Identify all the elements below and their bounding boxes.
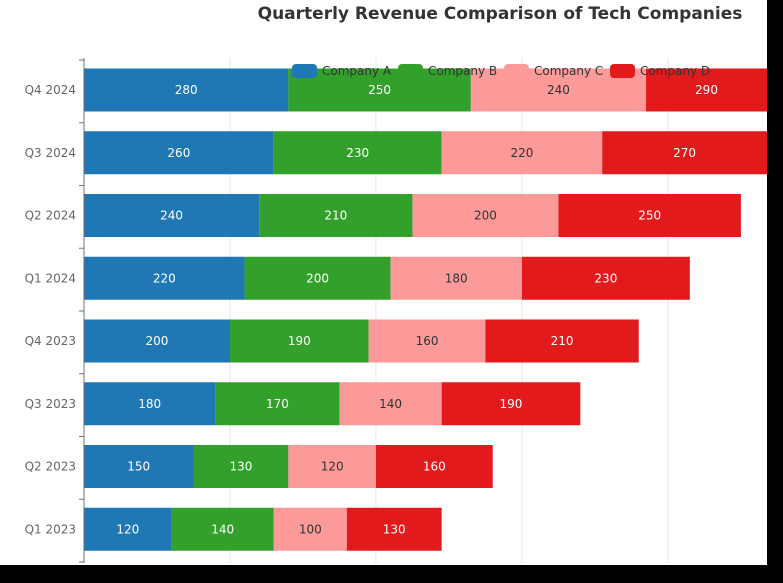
data-label: 130 — [229, 460, 252, 474]
legend-swatch — [398, 64, 423, 78]
bar-segment — [84, 445, 194, 488]
bar-segment — [273, 507, 347, 551]
data-label: 220 — [510, 146, 533, 160]
data-label: 250 — [368, 83, 391, 97]
bar-segment — [602, 131, 767, 175]
data-label: 290 — [695, 83, 718, 97]
data-label: 270 — [673, 146, 696, 160]
bar-segment — [84, 507, 172, 551]
bar-segment — [84, 131, 274, 175]
data-label: 120 — [116, 522, 139, 536]
data-label: 140 — [379, 397, 402, 411]
bar-segment — [84, 256, 245, 300]
legend-label: Company B — [428, 64, 497, 78]
bar-segment — [215, 382, 340, 426]
bar-segment — [171, 507, 274, 551]
bar-segment — [390, 256, 522, 300]
bar-segment — [259, 194, 413, 237]
bar-segment — [375, 445, 493, 488]
bar-segment — [485, 319, 639, 363]
legend-label: Company D — [640, 64, 710, 78]
y-tick-label: Q4 2024 — [25, 83, 76, 97]
bar-segment — [288, 445, 376, 488]
bar-segment — [346, 507, 442, 551]
revenue-chart: Quarterly Revenue Comparison of Tech Com… — [25, 4, 767, 563]
bar-segment — [646, 68, 767, 112]
data-label: 190 — [288, 334, 311, 348]
bar-segment — [273, 131, 442, 175]
data-label: 190 — [500, 397, 523, 411]
data-label: 130 — [383, 522, 406, 536]
bar-segment — [84, 194, 260, 237]
legend-label: Company C — [534, 64, 603, 78]
legend-swatch — [504, 64, 529, 78]
bar-segment — [84, 319, 230, 363]
bar-segment — [441, 382, 581, 426]
y-tick-label: Q2 2023 — [25, 460, 76, 474]
y-tick-label: Q3 2023 — [25, 397, 76, 411]
data-label: 140 — [211, 522, 234, 536]
chart-panel: Quarterly Revenue Comparison of Tech Com… — [0, 0, 767, 565]
bar-segment — [193, 445, 289, 488]
legend-swatch — [292, 64, 317, 78]
bar-segment — [244, 256, 391, 300]
data-label: 240 — [160, 209, 183, 223]
data-label: 280 — [175, 83, 198, 97]
bar-segment — [84, 382, 216, 426]
y-tick-label: Q4 2023 — [25, 334, 76, 348]
data-label: 230 — [346, 146, 369, 160]
bar-segment — [339, 382, 442, 426]
data-label: 250 — [638, 209, 661, 223]
data-label: 180 — [445, 271, 468, 285]
data-label: 260 — [167, 146, 190, 160]
bar-segment — [368, 319, 486, 363]
data-label: 220 — [153, 271, 176, 285]
y-tick-label: Q1 2023 — [25, 522, 76, 536]
data-label: 160 — [423, 460, 446, 474]
y-tick-label: Q2 2024 — [25, 209, 76, 223]
data-label: 210 — [551, 334, 574, 348]
y-tick-label: Q1 2024 — [25, 271, 76, 285]
data-label: 210 — [324, 209, 347, 223]
bar-segment — [84, 68, 289, 112]
data-label: 120 — [321, 460, 344, 474]
legend: Company A Company B Company C Company D — [292, 64, 710, 78]
legend-swatch — [610, 64, 635, 78]
bar-segment — [288, 68, 471, 112]
bar-series: 120 140 100 130 150 130 120 160 180 170 140 190 200 1… — [84, 68, 767, 551]
data-label: 170 — [266, 397, 289, 411]
data-label: 100 — [299, 522, 322, 536]
bar-segment — [521, 256, 690, 300]
chart-title: Quarterly Revenue Comparison of Tech Com… — [258, 4, 743, 24]
data-label: 150 — [127, 460, 150, 474]
data-label: 180 — [138, 397, 161, 411]
bar-segment — [441, 131, 603, 175]
bar-segment — [412, 194, 559, 237]
y-tick-label: Q3 2024 — [25, 146, 76, 160]
data-label: 230 — [594, 271, 617, 285]
legend-label: Company A — [322, 64, 392, 78]
data-label: 200 — [146, 334, 169, 348]
data-label: 240 — [547, 83, 570, 97]
data-label: 160 — [416, 334, 439, 348]
y-axis: Q1 2023 Q2 2023 Q3 2023 Q4 2023 Q1 2024 Q2 20… — [25, 58, 85, 563]
bar-segment — [229, 319, 369, 363]
bar-segment — [558, 194, 741, 237]
data-label: 200 — [474, 209, 497, 223]
data-label: 200 — [306, 271, 329, 285]
